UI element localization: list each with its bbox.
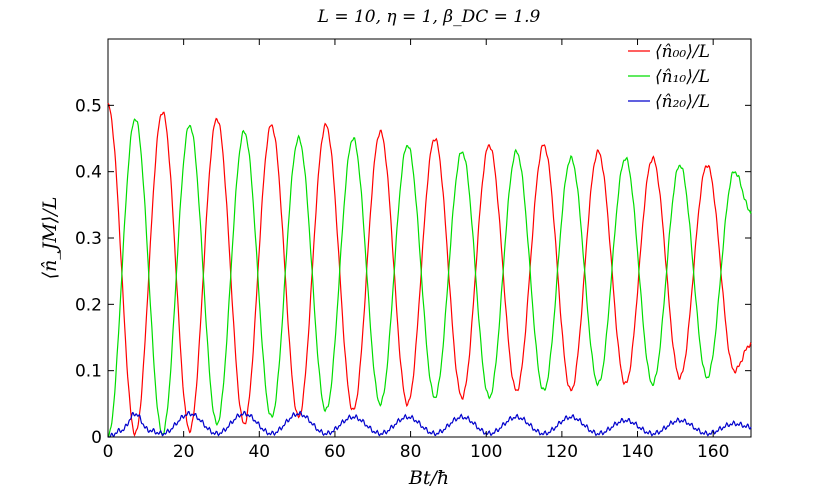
ticks-layer: 0 20 40 60 80 100 120 140 160 0 0.1 0.2 0.3 0.4 0.5	[75, 39, 751, 462]
y-tick-label: 0.1	[75, 362, 102, 382]
y-axis-label: ⟨n̂_JM⟩/L	[39, 197, 61, 280]
legend-label-n00: ⟨n̂₀₀⟩/L	[655, 42, 710, 62]
series-line-1	[107, 118, 752, 438]
x-axis-label: Bt/ħ	[408, 467, 449, 489]
y-tick-label: 0.3	[75, 229, 102, 249]
y-tick-label: 0.4	[75, 163, 102, 183]
series-line-2	[107, 410, 752, 438]
series-line-0	[107, 102, 752, 437]
legend-label-n10: ⟨n̂₁₀⟩/L	[655, 67, 710, 87]
y-tick-label: 0	[91, 428, 102, 448]
y-tick-label: 0.5	[75, 96, 102, 116]
x-tick-label: 20	[173, 442, 195, 462]
x-tick-label: 160	[697, 442, 729, 462]
series-layer	[107, 102, 752, 438]
x-tick-label: 0	[103, 442, 114, 462]
x-tick-label: 100	[470, 442, 502, 462]
x-tick-label: 120	[546, 442, 578, 462]
legend-label-n20: ⟨n̂₂₀⟩/L	[655, 92, 710, 112]
x-tick-label: 140	[621, 442, 653, 462]
x-tick-label: 80	[400, 442, 422, 462]
y-tick-label: 0.2	[75, 295, 102, 315]
legend: ⟨n̂₀₀⟩/L ⟨n̂₁₀⟩/L ⟨n̂₂₀⟩/L	[628, 42, 710, 112]
x-tick-label: 60	[324, 442, 346, 462]
x-tick-label: 40	[248, 442, 270, 462]
chart-title: L = 10, η = 1, β_DC = 1.9	[317, 7, 541, 27]
